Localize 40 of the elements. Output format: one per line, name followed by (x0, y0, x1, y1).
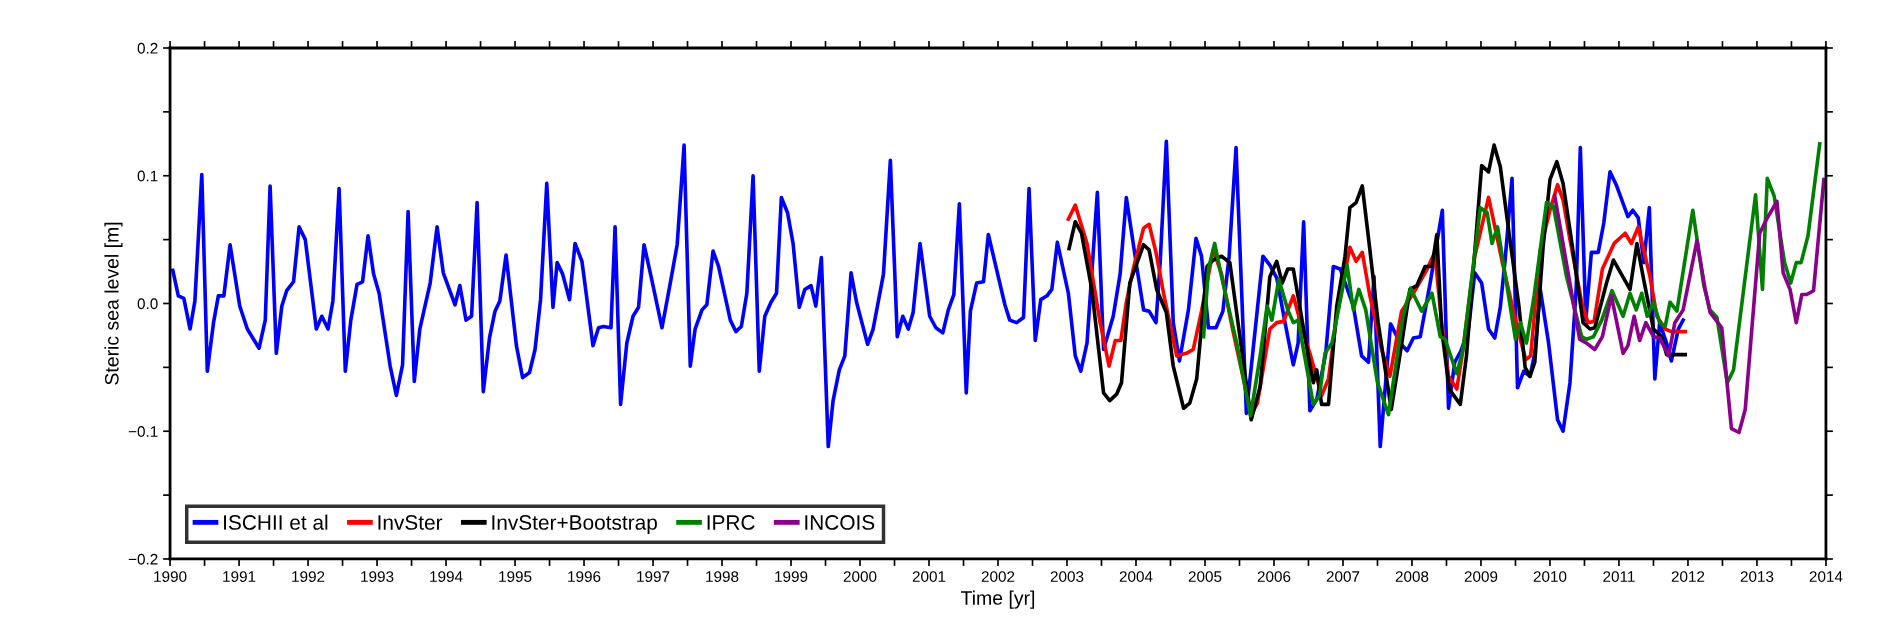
line-series (171, 139, 1685, 449)
x-tick-label: 2009 (1464, 571, 1498, 582)
line-series (1201, 142, 1822, 418)
legend-label: ISCHII et al (224, 514, 328, 530)
x-tick-label: 1998 (706, 571, 739, 582)
x-axis-title: Time [yr] (961, 590, 1035, 609)
x-tick-label: 1990 (154, 571, 187, 582)
x-tick-label: 2012 (1671, 571, 1705, 582)
y-axis-title: Steric sea level [m] (104, 222, 123, 385)
x-tick-label: 1993 (361, 571, 394, 582)
x-tick-label: 1991 (223, 571, 256, 582)
legend-label: InvSter (378, 515, 443, 530)
x-tick-label: 1996 (568, 571, 601, 582)
x-tick-label: 2004 (1119, 571, 1153, 582)
x-tick-label: 2003 (1050, 571, 1084, 582)
x-tick-label: 2008 (1395, 571, 1429, 582)
x-tick-label: 2010 (1533, 571, 1567, 582)
x-tick-label: 2014 (1809, 571, 1843, 582)
x-tick-label: 2005 (1188, 571, 1222, 582)
x-tick-label: 2001 (912, 571, 946, 582)
x-tick-label: 2000 (843, 571, 877, 582)
legend-label: InvSter+Bootstrap (492, 515, 657, 534)
x-tick-label: 1992 (292, 571, 325, 582)
x-tick-label: 2011 (1603, 571, 1635, 582)
x-tick-label: 1997 (637, 571, 670, 582)
x-tick-label: 1995 (499, 571, 532, 582)
x-tick-label: 1994 (430, 571, 463, 582)
x-tick-label: 2006 (1257, 571, 1291, 582)
legend-label: INCOIS (805, 515, 875, 530)
y-tick-label: 0.2 (137, 42, 158, 54)
x-tick-label: 2007 (1326, 571, 1360, 582)
x-tick-label: 1999 (775, 571, 808, 582)
y-tick-label: 0.0 (137, 298, 158, 310)
x-tick-label: 2002 (981, 571, 1015, 582)
x-tick-label: 2013 (1740, 571, 1774, 582)
legend-label: IPRC (707, 515, 755, 530)
y-tick-label: 0.1 (137, 170, 158, 182)
line-series (1552, 177, 1826, 435)
y-tick-label: −0.1 (128, 426, 158, 437)
y-tick-label: −0.2 (128, 553, 158, 565)
